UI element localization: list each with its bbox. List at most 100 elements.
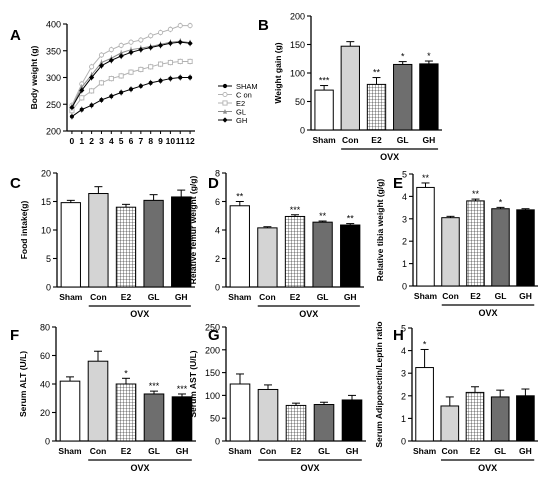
data-point [69, 104, 75, 111]
y-tick-label: 0 [46, 283, 51, 293]
data-point [118, 53, 124, 59]
y-tick-label: 2 [215, 254, 220, 264]
panel-f: F 0 20 40 60 80 Serum ALT (U/L) Sham Con * E2 *** GL… [10, 323, 196, 473]
data-point [138, 47, 144, 53]
y-tick-label: 100 [205, 391, 220, 401]
y-tick-label: 10 [41, 226, 51, 236]
category-label: GL [148, 446, 160, 456]
bar-gl [313, 404, 335, 442]
series-e2 [69, 58, 193, 114]
bar-e2 [466, 200, 485, 287]
x-tick-label: 6 [129, 136, 134, 146]
data-point [69, 114, 75, 119]
y-tick-label: 5 [401, 324, 406, 334]
data-point [108, 76, 114, 82]
data-point [118, 42, 124, 48]
y-tick-label: 2 [401, 391, 406, 401]
data-point [177, 39, 183, 45]
data-point [89, 88, 95, 94]
data-point [158, 78, 163, 83]
category-label: GL [495, 291, 507, 301]
y-tick-label: 4 [402, 192, 407, 202]
bar-gl [143, 393, 165, 442]
bar-gh [419, 63, 439, 131]
panel-letter: E [393, 175, 403, 192]
bar-gl [143, 199, 164, 288]
bar-sham [314, 89, 334, 131]
bar-con [257, 227, 278, 288]
data-point [177, 23, 183, 29]
bar-gl [491, 208, 510, 287]
x-tick-label: 8 [148, 136, 153, 146]
y-tick-label: 250 [205, 323, 220, 333]
data-point [187, 75, 193, 80]
data-point [108, 57, 114, 63]
series-line [71, 77, 191, 117]
bar-con [440, 405, 460, 442]
legend-entry: C on [236, 91, 252, 100]
data-point [119, 90, 124, 95]
legend-entry: GL [236, 108, 246, 117]
group-label: OVX [300, 463, 319, 473]
y-axis-label: Relative femur weight (g/g) [188, 176, 198, 285]
data-point [178, 75, 183, 80]
data-point [99, 97, 104, 103]
y-tick-label: 150 [205, 368, 220, 378]
data-point [99, 60, 104, 65]
data-point [157, 42, 164, 48]
panel-letter: F [10, 327, 19, 344]
significance-label: ** [373, 68, 381, 78]
significance-label: ** [472, 189, 480, 199]
panel-letter: H [393, 327, 404, 344]
category-label: GL [318, 446, 330, 456]
y-tick-label: 4 [215, 226, 220, 236]
y-tick-label: 1 [401, 414, 406, 424]
bar-gl [393, 63, 413, 131]
legend-entry: SHAM [236, 82, 258, 91]
category-label: GH [176, 446, 189, 456]
y-tick-label: 100 [290, 69, 305, 79]
data-point [167, 26, 173, 32]
bar-sham [59, 380, 81, 442]
category-label: Con [442, 291, 459, 301]
bar-e2 [115, 206, 137, 288]
y-tick-label: 2 [402, 237, 407, 247]
group-label: OVX [299, 309, 318, 319]
category-label: Con [259, 292, 276, 302]
category-label: E2 [470, 291, 481, 301]
significance-label: * [423, 339, 427, 349]
data-point [222, 109, 228, 114]
y-axis-label: Weight gain (g) [273, 42, 283, 103]
data-point [128, 69, 134, 75]
category-label: E2 [291, 446, 302, 456]
y-tick-label: 0 [401, 437, 406, 447]
data-point [98, 63, 105, 69]
y-tick-label: 0 [45, 437, 50, 447]
data-point [128, 49, 134, 55]
y-tick-label: 200 [290, 12, 305, 22]
data-point [128, 39, 134, 45]
y-tick-label: 15 [41, 197, 51, 207]
y-tick-label: 20 [40, 408, 50, 418]
data-point [177, 58, 183, 64]
significance-label: ** [347, 214, 355, 224]
legend-entry: GH [236, 116, 247, 125]
category-label: GH [346, 446, 359, 456]
data-point [138, 83, 143, 89]
data-point [89, 103, 94, 108]
bar-gl [490, 396, 510, 442]
significance-label: *** [149, 381, 160, 391]
data-point [138, 66, 144, 73]
x-tick-label: 7 [138, 136, 143, 146]
panel-g: G 0 50 100 150 200 250 Serum AST (U/L) Sham Con E2… [188, 323, 366, 473]
y-tick-label: 5 [402, 170, 407, 180]
x-tick-label: 2 [89, 136, 94, 146]
category-label: Sham [228, 292, 252, 302]
x-tick-label: 5 [119, 136, 124, 146]
data-point [98, 52, 105, 58]
y-axis-label: Serum AST (U/L) [188, 350, 198, 417]
y-tick-label: 1 [402, 259, 407, 269]
y-axis-label: Body weight (g) [29, 45, 39, 109]
bar-sham [229, 383, 251, 442]
y-tick-label: 0 [215, 283, 220, 293]
